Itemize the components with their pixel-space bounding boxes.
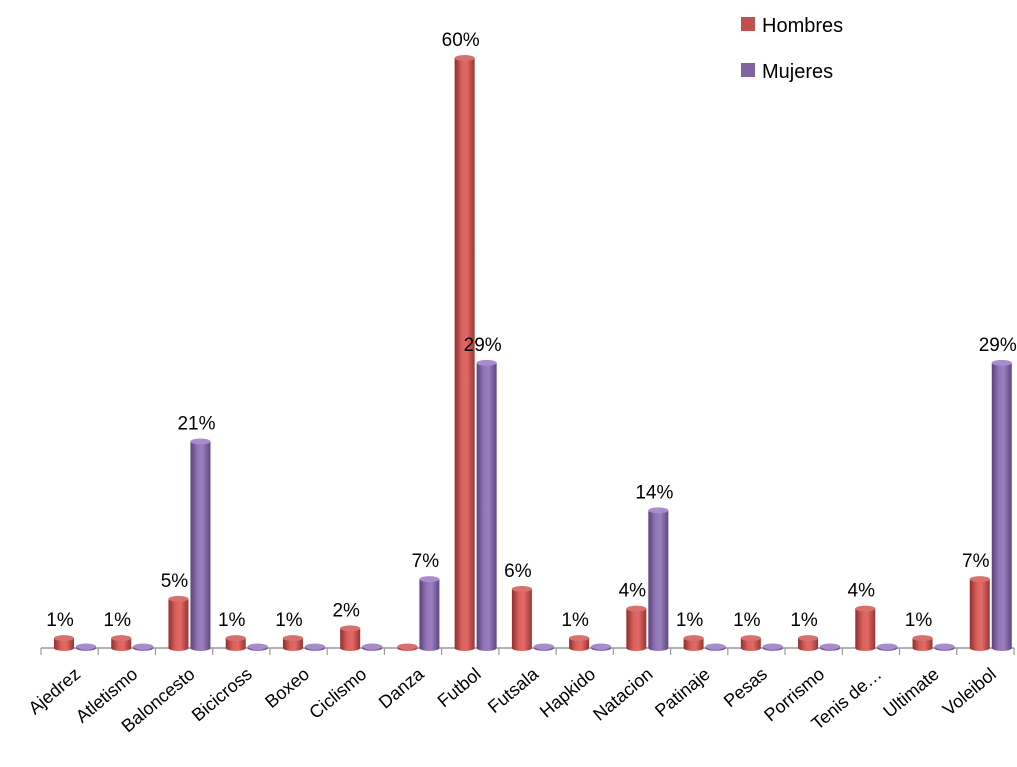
bar-mujeres-hapkido bbox=[591, 643, 612, 651]
bar-hombres-ultimate bbox=[912, 635, 933, 651]
bar-hombres-voleibol bbox=[969, 576, 990, 651]
x-tick-label: Bicicross bbox=[188, 664, 256, 726]
data-label: 7% bbox=[412, 551, 440, 572]
data-label: 1% bbox=[218, 610, 246, 631]
x-tick-label: Ciclismo bbox=[305, 664, 370, 723]
bar-mujeres-pesas bbox=[762, 643, 783, 651]
data-label: 6% bbox=[504, 561, 532, 582]
bar-mujeres-danza bbox=[419, 576, 440, 651]
data-label: 7% bbox=[962, 551, 990, 572]
data-label: 1% bbox=[561, 610, 589, 631]
x-tick-label: Voleibol bbox=[939, 664, 1000, 720]
x-tick-label: Ultimate bbox=[879, 664, 942, 722]
x-tick-label: Danza bbox=[375, 663, 428, 712]
data-label: 60% bbox=[442, 30, 480, 51]
x-tick-label: Hapkido bbox=[536, 664, 599, 722]
bar-mujeres-porrismo bbox=[820, 643, 841, 651]
x-tick-label: Boxeo bbox=[261, 664, 313, 712]
bar-hombres-ajedrez bbox=[54, 635, 74, 651]
data-label: 1% bbox=[275, 610, 303, 631]
bar-hombres-ciclismo bbox=[340, 625, 361, 651]
bar-mujeres-ultimate bbox=[934, 643, 955, 651]
data-labels: 1% 1% 5% 21% 1% 1% 2% 7% 60% 29% 6% 1% 4% 14% 1% 1% 1% 4%… bbox=[46, 30, 1017, 631]
x-tick-label: Futsala bbox=[484, 663, 543, 717]
x-tick-label: Natacion bbox=[589, 664, 656, 725]
legend-label-mujeres: Mujeres bbox=[762, 61, 833, 83]
bar-hombres-natacion bbox=[626, 605, 647, 651]
legend-swatch-hombres bbox=[741, 17, 755, 31]
bar-mujeres-ajedrez bbox=[76, 643, 96, 651]
bar-hombres-futbol bbox=[454, 55, 475, 651]
bars bbox=[54, 55, 1012, 651]
bar-mujeres-boxeo bbox=[304, 643, 325, 651]
bar-mujeres-voleibol bbox=[991, 359, 1012, 651]
bar-mujeres-baloncesto bbox=[190, 438, 211, 651]
data-label: 1% bbox=[104, 610, 132, 631]
bar-hombres-tenis de… bbox=[855, 605, 876, 651]
bar-hombres-bicicross bbox=[225, 635, 246, 651]
bar-hombres-hapkido bbox=[569, 635, 590, 651]
bar-mujeres-ciclismo bbox=[362, 643, 383, 651]
x-tick-label: Patinaje bbox=[651, 664, 714, 721]
data-label: 5% bbox=[161, 571, 189, 592]
bar-hombres-porrismo bbox=[798, 635, 819, 651]
bar-mujeres-atletismo bbox=[133, 643, 154, 651]
bar-hombres-futsala bbox=[511, 586, 532, 651]
bar-mujeres-bicicross bbox=[247, 643, 268, 651]
data-label: 14% bbox=[635, 482, 673, 503]
bar-mujeres-natacion bbox=[648, 507, 669, 651]
data-label: 21% bbox=[177, 414, 215, 435]
data-label: 4% bbox=[848, 581, 876, 602]
bar-mujeres-futbol bbox=[476, 359, 497, 651]
bar-mujeres-futsala bbox=[533, 643, 554, 651]
bar-hombres-baloncesto bbox=[168, 595, 189, 651]
bar-hombres-atletismo bbox=[111, 635, 132, 651]
bar-hombres-danza bbox=[397, 643, 418, 651]
legend-swatch-mujeres bbox=[741, 63, 755, 77]
data-label: 1% bbox=[733, 610, 761, 631]
data-label: 1% bbox=[905, 610, 933, 631]
bar-hombres-patinaje bbox=[683, 635, 704, 651]
legend-label-hombres: Hombres bbox=[762, 15, 843, 37]
data-label: 29% bbox=[979, 335, 1017, 356]
x-tick-label: Futbol bbox=[434, 664, 485, 711]
bar-mujeres-tenis de… bbox=[877, 643, 898, 651]
bar-mujeres-patinaje bbox=[705, 643, 726, 651]
data-label: 1% bbox=[676, 610, 704, 631]
data-label: 1% bbox=[790, 610, 818, 631]
bar-hombres-pesas bbox=[740, 635, 761, 651]
bar-hombres-boxeo bbox=[282, 635, 303, 651]
x-tick-label: Pesas bbox=[720, 664, 771, 711]
legend: Hombres Mujeres bbox=[741, 15, 843, 83]
data-label: 4% bbox=[619, 581, 647, 602]
data-label: 1% bbox=[46, 610, 74, 631]
data-label: 29% bbox=[464, 335, 502, 356]
data-label: 2% bbox=[332, 600, 360, 621]
